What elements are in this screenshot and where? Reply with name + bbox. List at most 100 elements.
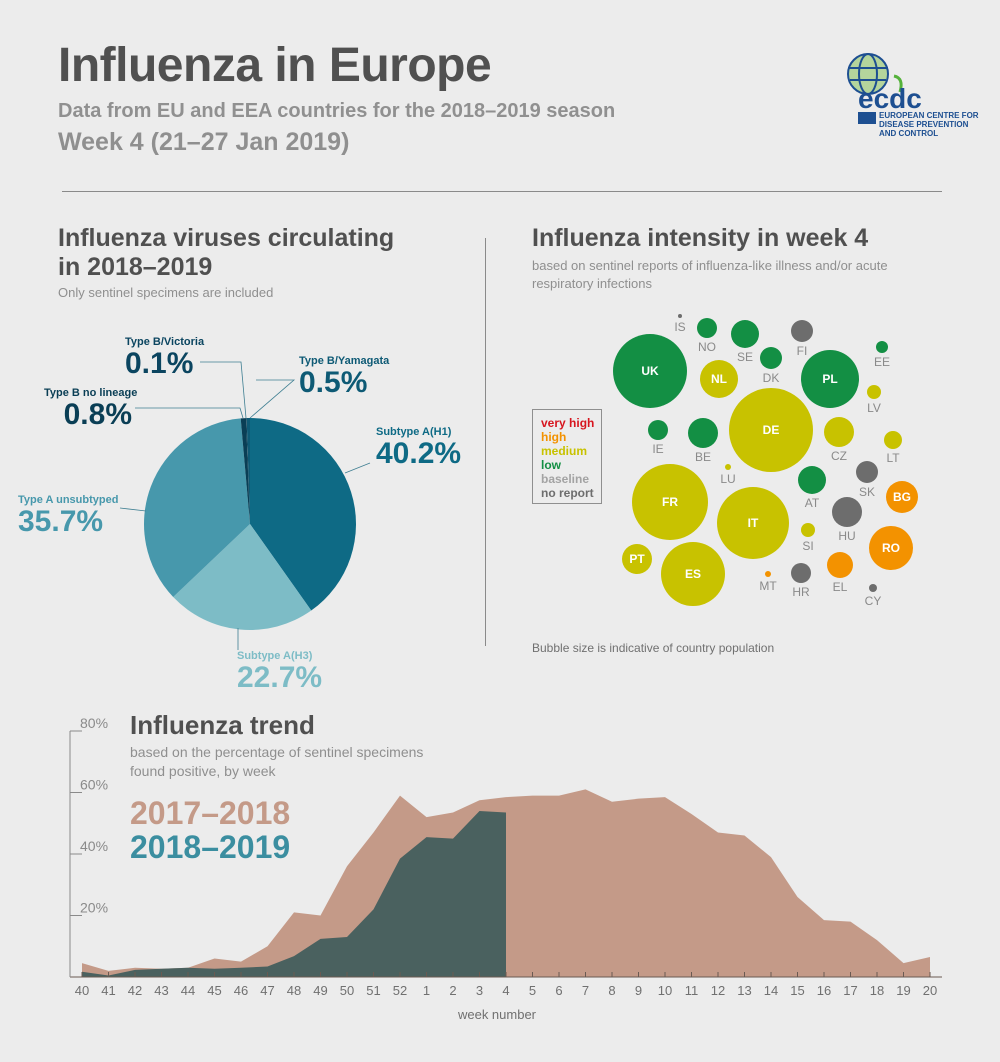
trend-subtitle: based on the percentage of sentinel spec… bbox=[130, 744, 424, 779]
country-label: IT bbox=[748, 516, 759, 530]
x-tick-label: 49 bbox=[313, 983, 327, 998]
country-label: LT bbox=[886, 451, 900, 465]
bubble-circle bbox=[697, 318, 717, 338]
viruses-title-line1: Influenza viruses circulating bbox=[58, 224, 395, 252]
slice-value: 40.2% bbox=[376, 437, 462, 470]
bubble-it: IT bbox=[717, 487, 789, 559]
bubble-circle bbox=[613, 334, 687, 408]
page-title: Influenza in Europe bbox=[58, 39, 492, 92]
bubble-circle bbox=[632, 464, 708, 540]
x-tick-label: 40 bbox=[75, 983, 89, 998]
pie-slice bbox=[250, 418, 356, 611]
bubble-circle bbox=[791, 563, 811, 583]
bubble-circle bbox=[869, 584, 877, 592]
country-label: FR bbox=[662, 495, 678, 509]
x-tick-label: 14 bbox=[764, 983, 778, 998]
bubble-circle bbox=[884, 431, 902, 449]
x-tick-label: 20 bbox=[923, 983, 937, 998]
page-subtitle: Data from EU and EEA countries for the 2… bbox=[58, 100, 616, 122]
legend-item: baseline bbox=[541, 472, 590, 486]
slice-label: Type B no lineage bbox=[44, 387, 138, 399]
bubble-nl: NL bbox=[700, 360, 738, 398]
country-label: IS bbox=[674, 320, 685, 334]
label-b-yamagata: Type B/Yamagata 0.5% bbox=[299, 355, 389, 399]
globe-icon: ecdc bbox=[847, 53, 922, 124]
logo-text: ecdc bbox=[858, 83, 922, 114]
bubble-be: BE bbox=[688, 418, 718, 464]
bubble-circle bbox=[717, 487, 789, 559]
leader-line bbox=[135, 407, 244, 419]
legend-2018-2019: 2018–2019 bbox=[130, 829, 291, 865]
x-tick-label: 1 bbox=[423, 983, 430, 998]
area-series-2018–2019 bbox=[82, 810, 506, 977]
slice-label: Subtype A(H1) bbox=[376, 426, 452, 438]
legend-item: medium bbox=[541, 444, 588, 458]
country-label: DK bbox=[763, 371, 780, 385]
legend-2017-2018: 2017–2018 bbox=[130, 795, 291, 831]
slice-value: 0.5% bbox=[299, 366, 368, 399]
pie-slice bbox=[240, 418, 250, 524]
week-label: Week 4 (21–27 Jan 2019) bbox=[58, 128, 350, 156]
x-tick-label: 2 bbox=[449, 983, 456, 998]
x-tick-label: 47 bbox=[260, 983, 274, 998]
x-tick-label: 18 bbox=[870, 983, 884, 998]
bubble-circle bbox=[801, 350, 859, 408]
x-tick-label: 12 bbox=[711, 983, 725, 998]
country-label: FI bbox=[797, 344, 808, 358]
bubble-circle bbox=[678, 314, 682, 318]
bubble-pt: PT bbox=[622, 544, 652, 574]
x-tick-label: 11 bbox=[685, 983, 699, 998]
bubble-de: DE bbox=[729, 388, 813, 472]
x-tick-label: 48 bbox=[287, 983, 301, 998]
bubble-circle bbox=[824, 417, 854, 447]
bubble-footnote: Bubble size is indicative of country pop… bbox=[532, 641, 775, 655]
y-tick-label: 40% bbox=[80, 838, 108, 854]
bubble-bg: BG bbox=[886, 481, 918, 513]
bubble-circle bbox=[731, 320, 759, 348]
x-tick-label: 4 bbox=[502, 983, 509, 998]
bubble-hr: HR bbox=[791, 563, 811, 599]
x-tick-label: 15 bbox=[790, 983, 804, 998]
leader-line bbox=[344, 462, 371, 474]
logo-caption: EUROPEAN CENTRE FOR DISEASE PREVENTION A… bbox=[879, 111, 979, 138]
country-label: UK bbox=[641, 364, 659, 378]
pie-slice bbox=[173, 524, 312, 630]
bubble-at: AT bbox=[798, 466, 826, 510]
bubble-sk: SK bbox=[856, 461, 878, 499]
bubble-circle bbox=[869, 526, 913, 570]
x-tick-label: 51 bbox=[366, 983, 380, 998]
slice-label: Type B/Yamagata bbox=[299, 355, 390, 367]
legend-item: very high bbox=[541, 416, 595, 430]
label-h3: Subtype A(H3) 22.7% bbox=[237, 650, 322, 694]
x-tick-label: 17 bbox=[843, 983, 857, 998]
bubble-el: EL bbox=[827, 552, 853, 594]
bubble-circle bbox=[867, 385, 881, 399]
country-label: PL bbox=[822, 372, 837, 386]
bubble-mt: MT bbox=[759, 571, 777, 593]
bubble-ro: RO bbox=[869, 526, 913, 570]
pie-slice bbox=[246, 418, 250, 524]
bubble-uk: UK bbox=[613, 334, 687, 408]
eu-flag-icon bbox=[858, 112, 876, 124]
bubble-circle bbox=[798, 466, 826, 494]
bubble-pl: PL bbox=[801, 350, 859, 408]
bubble-circle bbox=[765, 571, 771, 577]
bubble-lt: LT bbox=[884, 431, 902, 465]
country-label: SE bbox=[737, 350, 753, 364]
country-label: BG bbox=[893, 490, 911, 504]
leader-line bbox=[200, 361, 247, 419]
country-label: BE bbox=[695, 450, 711, 464]
pie-slice bbox=[246, 418, 250, 524]
bubble-is: IS bbox=[674, 314, 686, 334]
bubble-hu: HU bbox=[832, 497, 862, 543]
bubble-cz: CZ bbox=[824, 417, 854, 463]
bubble-circle bbox=[832, 497, 862, 527]
bubble-circle bbox=[876, 341, 888, 353]
y-tick-label: 80% bbox=[80, 715, 108, 731]
country-label: EE bbox=[874, 355, 890, 369]
x-tick-label: 42 bbox=[128, 983, 142, 998]
bubble-circle bbox=[729, 388, 813, 472]
country-label: PT bbox=[629, 552, 645, 566]
